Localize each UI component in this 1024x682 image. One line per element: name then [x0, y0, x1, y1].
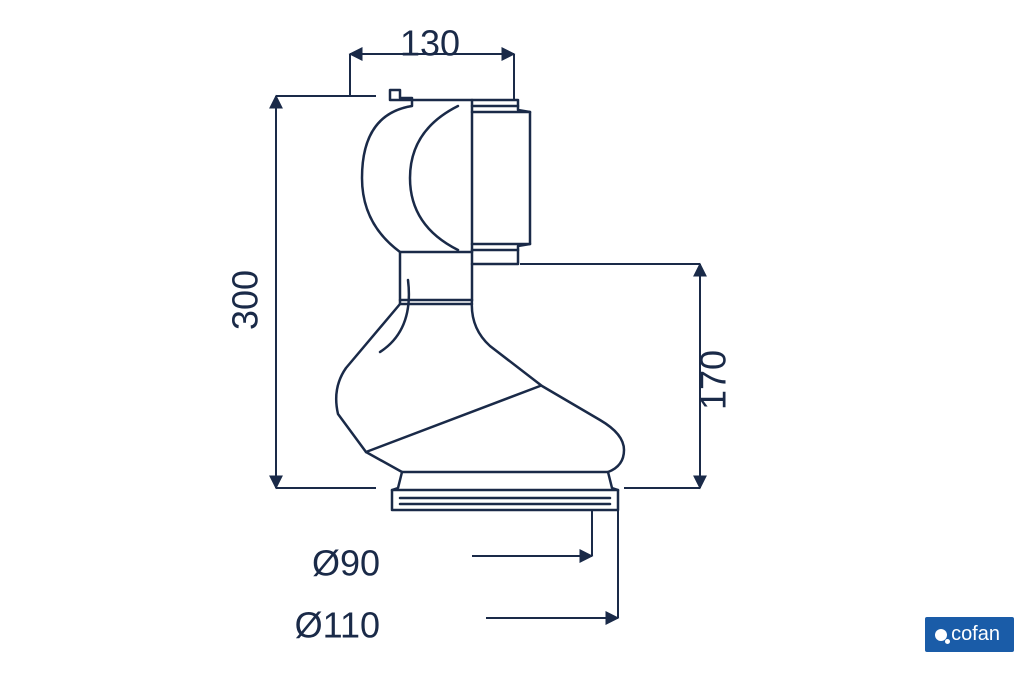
svg-text:Ø90: Ø90 — [312, 543, 380, 584]
brand-text: cofan — [951, 623, 1000, 646]
brand-logo: cofan — [925, 617, 1014, 652]
svg-text:Ø110: Ø110 — [295, 605, 380, 646]
svg-text:300: 300 — [225, 270, 266, 330]
technical-drawing: 130 300 170 Ø90 Ø110 — [0, 0, 1024, 682]
svg-text:130: 130 — [400, 23, 460, 64]
extension-lines — [276, 54, 700, 618]
dimension-arrows — [276, 54, 700, 618]
lens-icon — [935, 629, 947, 641]
pipe-fitting-outline — [336, 90, 624, 510]
svg-text:170: 170 — [693, 350, 734, 410]
